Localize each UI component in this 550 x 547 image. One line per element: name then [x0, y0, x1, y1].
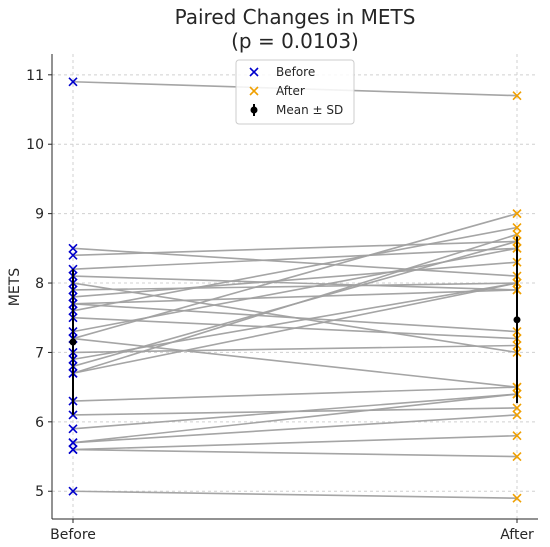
after-point	[512, 493, 522, 503]
pair-line	[72, 282, 518, 361]
y-tick-label: 10	[26, 137, 44, 153]
x-tick-label: After	[500, 527, 534, 543]
before-point	[68, 243, 78, 253]
y-tick-label: 11	[26, 68, 44, 84]
y-tick-label: 6	[35, 415, 44, 431]
mean-point	[513, 316, 521, 324]
legend-label: After	[276, 84, 305, 98]
pair-line	[72, 247, 518, 270]
legend-box	[235, 59, 355, 125]
pair-line	[72, 386, 518, 402]
legend: Before After Mean ± SD	[235, 59, 355, 125]
after-point	[512, 209, 522, 219]
pair-line	[72, 289, 518, 305]
legend-label: Before	[276, 65, 315, 79]
before-point	[68, 77, 78, 87]
before-point	[68, 250, 78, 260]
after-point	[512, 451, 522, 462]
after-point	[512, 222, 522, 233]
pair-line	[72, 414, 518, 444]
after-point	[512, 410, 522, 420]
y-axis-ticks: 5 6 7 8 9 10 11	[26, 68, 52, 500]
pair-line	[72, 282, 518, 375]
y-tick-label: 5	[35, 484, 44, 500]
after-point	[512, 229, 522, 240]
pair-line	[72, 448, 518, 458]
chart-title: Paired Changes in METS	[175, 5, 416, 29]
after-point	[512, 91, 522, 101]
pair-line	[72, 226, 518, 312]
y-axis-label: METS	[7, 268, 23, 306]
pair-line	[72, 240, 518, 257]
y-tick-label: 7	[35, 345, 44, 361]
y-tick-label: 8	[35, 276, 44, 292]
before-point	[68, 438, 78, 448]
pair-line	[72, 261, 518, 298]
before-point	[68, 424, 78, 434]
pair-line	[72, 233, 518, 375]
pair-line	[72, 393, 518, 430]
x-tick-label: Before	[50, 527, 96, 543]
mean-point	[69, 338, 77, 346]
y-tick-label: 9	[35, 207, 44, 223]
mean-sd-errorbars	[69, 236, 521, 415]
legend-marker	[249, 86, 259, 96]
legend-marker-dot	[250, 106, 258, 114]
x-axis-ticks: Before After	[50, 519, 534, 543]
before-point	[68, 445, 78, 455]
chart-subtitle: (p = 0.0103)	[231, 29, 359, 53]
pair-line	[72, 344, 518, 354]
pair-line	[72, 303, 518, 333]
pair-line	[72, 282, 518, 291]
legend-marker	[249, 67, 259, 77]
legend-label: Mean ± SD	[276, 103, 343, 117]
after-point	[512, 431, 522, 441]
pair-line	[72, 434, 518, 451]
after-point	[512, 403, 522, 413]
pair-line	[72, 393, 518, 444]
pair-line	[72, 490, 518, 499]
pair-line	[72, 275, 518, 291]
plot-frame	[51, 54, 538, 520]
pair-line	[72, 212, 518, 340]
before-point	[68, 486, 78, 496]
